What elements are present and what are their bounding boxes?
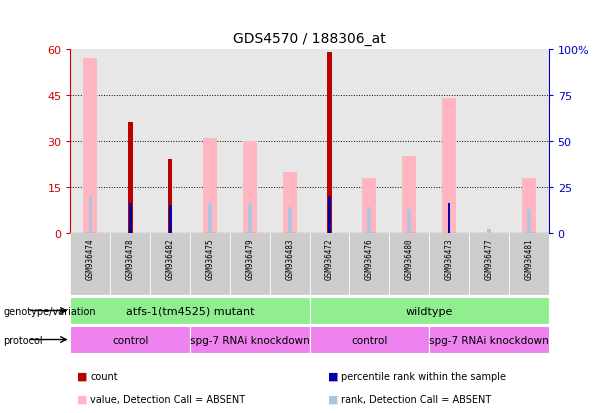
Text: spg-7 RNAi knockdown: spg-7 RNAi knockdown bbox=[190, 335, 310, 345]
Text: GSM936483: GSM936483 bbox=[285, 238, 294, 279]
Bar bbox=[402, 157, 416, 233]
Text: ■: ■ bbox=[77, 371, 87, 381]
Bar bbox=[168, 160, 172, 233]
Bar bbox=[407, 209, 411, 233]
Text: GSM936472: GSM936472 bbox=[325, 238, 334, 279]
Text: spg-7 RNAi knockdown: spg-7 RNAi knockdown bbox=[429, 335, 549, 345]
Bar bbox=[469, 50, 509, 233]
Text: GSM936478: GSM936478 bbox=[126, 238, 135, 279]
Bar bbox=[70, 297, 310, 324]
Bar bbox=[349, 50, 389, 233]
Bar bbox=[248, 204, 252, 233]
Bar bbox=[169, 206, 172, 233]
Text: control: control bbox=[351, 335, 387, 345]
Bar bbox=[70, 50, 110, 233]
Bar bbox=[429, 233, 469, 295]
Bar bbox=[310, 50, 349, 233]
Bar bbox=[83, 59, 97, 233]
Bar bbox=[243, 142, 257, 233]
Bar bbox=[429, 50, 469, 233]
Bar bbox=[283, 172, 297, 233]
Bar bbox=[190, 326, 310, 353]
Bar bbox=[270, 233, 310, 295]
Text: atfs-1(tm4525) mutant: atfs-1(tm4525) mutant bbox=[126, 306, 254, 316]
Bar bbox=[190, 233, 230, 295]
Bar bbox=[150, 50, 190, 233]
Text: GSM936476: GSM936476 bbox=[365, 238, 374, 279]
Bar bbox=[389, 50, 429, 233]
Bar bbox=[367, 208, 371, 233]
Text: GSM936477: GSM936477 bbox=[484, 238, 493, 279]
Text: GSM936479: GSM936479 bbox=[245, 238, 254, 279]
Text: rank, Detection Call = ABSENT: rank, Detection Call = ABSENT bbox=[341, 394, 492, 404]
Text: value, Detection Call = ABSENT: value, Detection Call = ABSENT bbox=[90, 394, 245, 404]
Text: GSM936482: GSM936482 bbox=[166, 238, 175, 279]
Bar bbox=[110, 50, 150, 233]
Bar bbox=[110, 233, 150, 295]
Bar bbox=[487, 230, 491, 233]
Bar bbox=[88, 197, 93, 233]
Bar bbox=[527, 209, 531, 233]
Text: wildtype: wildtype bbox=[405, 306, 453, 316]
Bar bbox=[310, 326, 429, 353]
Text: GSM936475: GSM936475 bbox=[205, 238, 215, 279]
Text: control: control bbox=[112, 335, 148, 345]
Text: GSM936473: GSM936473 bbox=[444, 238, 454, 279]
Bar bbox=[349, 233, 389, 295]
Text: GSM936480: GSM936480 bbox=[405, 238, 414, 279]
Bar bbox=[70, 326, 190, 353]
Bar bbox=[190, 50, 230, 233]
Text: ■: ■ bbox=[328, 371, 338, 381]
Text: GSM936481: GSM936481 bbox=[524, 238, 533, 279]
Bar bbox=[150, 233, 190, 295]
Text: count: count bbox=[90, 371, 118, 381]
Bar bbox=[208, 204, 212, 233]
Text: percentile rank within the sample: percentile rank within the sample bbox=[341, 371, 506, 381]
Bar bbox=[362, 178, 376, 233]
Text: ■: ■ bbox=[77, 394, 87, 404]
Bar bbox=[389, 233, 429, 295]
Title: GDS4570 / 188306_at: GDS4570 / 188306_at bbox=[233, 32, 386, 46]
Bar bbox=[509, 50, 549, 233]
Bar bbox=[327, 52, 332, 233]
Bar bbox=[310, 297, 549, 324]
Bar bbox=[287, 208, 292, 233]
Bar bbox=[442, 99, 456, 233]
Bar bbox=[429, 326, 549, 353]
Text: ■: ■ bbox=[328, 394, 338, 404]
Text: protocol: protocol bbox=[3, 335, 43, 345]
Text: genotype/variation: genotype/variation bbox=[3, 306, 96, 316]
Bar bbox=[310, 233, 349, 295]
Bar bbox=[70, 233, 110, 295]
Bar bbox=[522, 178, 536, 233]
Bar bbox=[447, 204, 451, 233]
Text: GSM936474: GSM936474 bbox=[86, 238, 95, 279]
Bar bbox=[469, 233, 509, 295]
Bar bbox=[230, 233, 270, 295]
Bar bbox=[129, 204, 132, 233]
Bar bbox=[230, 50, 270, 233]
Bar bbox=[128, 123, 132, 233]
Bar bbox=[203, 138, 217, 233]
Bar bbox=[509, 233, 549, 295]
Bar bbox=[270, 50, 310, 233]
Bar bbox=[328, 197, 331, 233]
